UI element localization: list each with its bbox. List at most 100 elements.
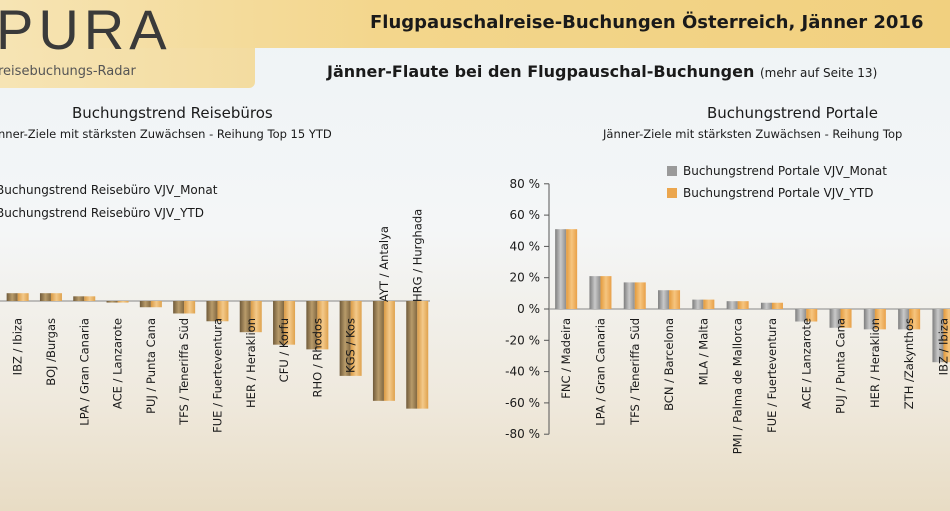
right-bar-ytd	[806, 309, 818, 322]
right-category-label: LPA / Gran Canaria	[593, 318, 607, 426]
left-legend-monat: Buchungstrend Reisebüro VJV_Monat	[0, 183, 217, 197]
left-bar-monat	[106, 301, 118, 303]
left-bar-ytd	[117, 301, 129, 303]
legend-monat-label: Buchungstrend Portale VJV_Monat	[683, 164, 887, 178]
right-category-label: ACE / Lanzarote	[799, 318, 813, 409]
right-bar-ytd	[566, 229, 578, 309]
right-y-tick-label: -20 %	[505, 333, 540, 347]
right-category-label: TFS / Teneriffa Süd	[628, 318, 642, 426]
right-bar-monat	[898, 309, 910, 330]
right-bar-ytd	[703, 299, 715, 309]
left-bar-monat	[406, 301, 418, 409]
logo: PURA	[0, 0, 172, 61]
left-bar-monat	[139, 301, 151, 308]
right-bar-ytd	[737, 301, 749, 309]
left-bar-monat	[173, 301, 185, 314]
left-category-label: HRG / Hurghada	[410, 209, 424, 302]
subtitle-note: (mehr auf Seite 13)	[759, 66, 878, 80]
right-y-tick-label: -40 %	[505, 365, 540, 379]
left-category-label: LPA / Gran Canaria	[77, 318, 91, 426]
left-bar-ytd	[84, 296, 96, 301]
right-bar-monat	[863, 309, 875, 330]
left-bar-ytd	[317, 301, 329, 350]
left-chart-title: Buchungstrend Reisebüros	[72, 104, 273, 122]
right-y-tick-label: -80 %	[505, 427, 540, 441]
right-bar-ytd	[943, 309, 950, 363]
right-y-tick-label: -60 %	[505, 396, 540, 410]
right-legend-monat: Buchungstrend Portale VJV_Monat	[667, 164, 887, 178]
left-bar-ytd	[350, 301, 362, 376]
logo-subtitle: reisebuchungs-Radar	[0, 64, 136, 79]
legend-monat-swatch	[667, 166, 677, 176]
left-chart: IBZ / Ibiza BOJ /Burgas LPA / Gran Canaria…	[0, 209, 430, 433]
right-bar-monat	[692, 299, 704, 309]
left-bar-monat	[6, 293, 18, 301]
left-category-label: HER / Heraklion	[244, 318, 258, 408]
left-bar-monat	[73, 296, 85, 301]
left-bar-ytd	[50, 293, 62, 301]
right-y-tick-label: 0 %	[517, 302, 540, 316]
left-bar-ytd	[250, 301, 262, 333]
left-category-label: RHO / Rhodos	[310, 318, 324, 398]
left-category-label: BOJ /Burgas	[44, 318, 58, 386]
legend-ytd-label: Buchungstrend Reisebüro VJV_YTD	[0, 206, 204, 220]
right-bar-ytd	[634, 282, 646, 309]
right-chart-subtitle: Jänner-Ziele mit stärksten Zuwächsen - R…	[603, 127, 903, 141]
left-bar-ytd	[284, 301, 296, 345]
header-banner	[0, 0, 950, 48]
right-chart: 80 % 60 % 40 % 20 % 0 % -20 % -40 % -60 % -80 % F…	[505, 177, 950, 454]
right-bar-monat	[760, 302, 772, 309]
right-category-label: IBZ / Ibiza	[936, 318, 950, 375]
left-category-label: FUE / Fuerteventura	[210, 318, 224, 433]
right-bar-monat	[555, 229, 567, 309]
right-y-tick-label: 20 %	[510, 271, 541, 285]
left-bar-monat	[306, 301, 318, 350]
right-bar-ytd	[840, 309, 852, 328]
left-category-label: KGS / Kos	[344, 318, 358, 373]
right-bar-monat	[623, 282, 635, 309]
right-category-label: FNC / Madeira	[559, 318, 573, 399]
left-category-label: IBZ / Ibiza	[11, 318, 25, 375]
right-bar-ytd	[909, 309, 921, 330]
right-category-label: PUJ / Punta Cana	[834, 318, 848, 414]
left-bar-ytd	[383, 301, 395, 401]
right-y-tick-label: 60 %	[510, 208, 541, 222]
legend-monat-label: Buchungstrend Reisebüro VJV_Monat	[0, 183, 218, 197]
right-category-label: PMI / Palma de Mallorca	[731, 318, 745, 454]
left-bar-monat	[339, 301, 351, 376]
left-bar-ytd	[217, 301, 229, 322]
right-category-label: ZTH /Zakynthos	[902, 318, 916, 409]
left-bar-monat	[273, 301, 285, 345]
left-legend-ytd: Buchungstrend Reisebüro VJV_YTD	[0, 206, 204, 220]
right-category-label: BCN / Barcelona	[662, 318, 676, 411]
left-category-label: CFU / Korfu	[277, 318, 291, 382]
right-legend-ytd: Buchungstrend Portale VJV_YTD	[667, 186, 873, 200]
left-bar-monat	[372, 301, 384, 401]
left-bar-monat	[206, 301, 218, 322]
left-category-label: AYT / Antalya	[377, 226, 391, 302]
right-category-label: MLA / Malta	[696, 318, 710, 385]
right-bar-ytd	[600, 276, 612, 309]
left-category-label: TFS / Teneriffa Süd	[177, 318, 191, 426]
left-category-label: ACE / Lanzarote	[111, 318, 125, 409]
left-bar-ytd	[150, 301, 162, 308]
right-bar-ytd	[771, 302, 783, 309]
right-category-label: HER / Heraklion	[868, 318, 882, 408]
left-bar-ytd	[417, 301, 429, 409]
right-bar-monat	[829, 309, 841, 328]
left-bar-ytd	[17, 293, 29, 301]
right-bar-monat	[658, 290, 670, 309]
left-chart-subtitle: nner-Ziele mit stärksten Zuwächsen - Rei…	[0, 127, 332, 141]
right-category-label: FUE / Fuerteventura	[765, 318, 779, 433]
left-bar-monat	[39, 293, 51, 301]
page-subtitle: Jänner-Flaute bei den Flugpauschal-Buchu…	[327, 62, 877, 81]
right-bar-ytd	[874, 309, 886, 330]
right-bar-ytd	[669, 290, 681, 309]
right-bar-monat	[932, 309, 944, 363]
page-title: Flugpauschalreise-Buchungen Österreich, …	[370, 12, 924, 33]
right-y-tick-label: 80 %	[510, 177, 541, 191]
subtitle-text: Jänner-Flaute bei den Flugpauschal-Buchu…	[327, 62, 755, 81]
right-y-tick-label: 40 %	[510, 239, 541, 253]
logo-banner	[0, 48, 255, 88]
left-bar-ytd	[184, 301, 196, 314]
